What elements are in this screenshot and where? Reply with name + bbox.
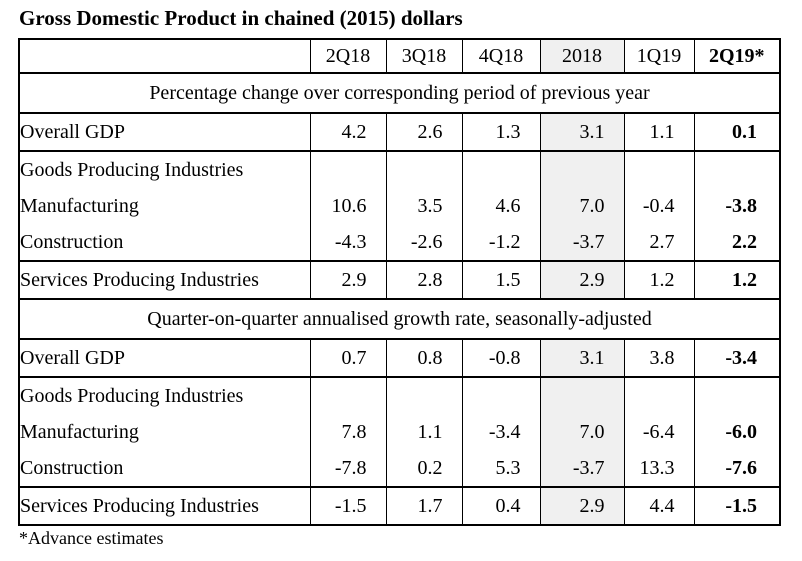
table-row: Manufacturing 10.6 3.5 4.6 7.0 -0.4 -3.8	[18, 188, 781, 224]
column-header: 2Q18	[309, 38, 386, 74]
table-cell: 4.4	[623, 486, 694, 526]
table-cell: 0.4	[461, 486, 540, 526]
table-cell	[385, 151, 462, 188]
table-cell: -3.8	[693, 188, 781, 224]
row-label: Manufacturing	[18, 188, 310, 224]
table-cell: 13.3	[623, 450, 694, 487]
table-cell: 2.7	[623, 224, 694, 261]
table-cell	[693, 377, 781, 414]
table-cell: 7.0	[539, 188, 624, 224]
table-cell	[623, 151, 694, 188]
table-cell: 7.0	[539, 414, 624, 450]
table-row: Goods Producing Industries	[18, 377, 781, 414]
table-cell: -2.6	[385, 224, 462, 261]
table-cell: 3.1	[539, 112, 624, 152]
section-heading: Quarter-on-quarter annualised growth rat…	[18, 299, 781, 339]
column-header: 2018	[539, 38, 624, 74]
table-cell: -3.7	[539, 224, 624, 261]
row-label: Goods Producing Industries	[18, 151, 310, 188]
table-cell: 1.7	[385, 486, 462, 526]
table-cell: -0.8	[461, 338, 540, 378]
table-cell: 2.8	[385, 260, 462, 300]
header-row: 2Q18 3Q18 4Q18 2018 1Q19 2Q19*	[18, 38, 781, 74]
table-cell: -1.5	[309, 486, 386, 526]
table-cell: 7.8	[309, 414, 386, 450]
gdp-table: 2Q18 3Q18 4Q18 2018 1Q19 2Q19* Percentag…	[18, 38, 781, 526]
column-header: 2Q19*	[693, 38, 781, 74]
table-row: Overall GDP 0.7 0.8 -0.8 3.1 3.8 -3.4	[18, 338, 781, 378]
row-label: Construction	[18, 450, 310, 487]
table-cell: 4.6	[461, 188, 540, 224]
table-cell	[461, 151, 540, 188]
table-cell: -6.4	[623, 414, 694, 450]
table-cell: 1.2	[693, 260, 781, 300]
row-label: Services Producing Industries	[18, 260, 310, 300]
table-cell	[309, 377, 386, 414]
footnote: *Advance estimates	[19, 528, 164, 548]
table-cell	[623, 377, 694, 414]
table-cell: -1.2	[461, 224, 540, 261]
table-cell: 0.7	[309, 338, 386, 378]
table-row: Construction -4.3 -2.6 -1.2 -3.7 2.7 2.2	[18, 224, 781, 261]
table-cell: 1.3	[461, 112, 540, 152]
row-label: Services Producing Industries	[18, 486, 310, 526]
header-blank-cell	[18, 38, 310, 74]
table-row: Construction -7.8 0.2 5.3 -3.7 13.3 -7.6	[18, 450, 781, 487]
table-cell: -3.4	[693, 338, 781, 378]
table-cell: -4.3	[309, 224, 386, 261]
table-cell: 1.2	[623, 260, 694, 300]
table-cell	[539, 377, 624, 414]
table-cell: 10.6	[309, 188, 386, 224]
table-title: Gross Domestic Product in chained (2015)…	[19, 6, 463, 30]
row-label: Construction	[18, 224, 310, 261]
table-row: Manufacturing 7.8 1.1 -3.4 7.0 -6.4 -6.0	[18, 414, 781, 450]
table-cell: 1.1	[623, 112, 694, 152]
table-cell	[309, 151, 386, 188]
table-cell: -1.5	[693, 486, 781, 526]
table-cell	[385, 377, 462, 414]
table-cell: -3.7	[539, 450, 624, 487]
table-cell: 5.3	[461, 450, 540, 487]
table-cell: 0.1	[693, 112, 781, 152]
table-row: Goods Producing Industries	[18, 151, 781, 188]
table-cell: 2.6	[385, 112, 462, 152]
table-cell: -6.0	[693, 414, 781, 450]
table-cell: 4.2	[309, 112, 386, 152]
table-cell: -7.8	[309, 450, 386, 487]
table-cell: 2.9	[309, 260, 386, 300]
column-header: 3Q18	[385, 38, 462, 74]
table-cell: -0.4	[623, 188, 694, 224]
table-cell: 0.2	[385, 450, 462, 487]
table-cell: 1.1	[385, 414, 462, 450]
row-label: Overall GDP	[18, 112, 310, 152]
table-cell: 2.9	[539, 486, 624, 526]
table-cell: 3.1	[539, 338, 624, 378]
table-cell: -3.4	[461, 414, 540, 450]
column-header: 1Q19	[623, 38, 694, 74]
row-label: Overall GDP	[18, 338, 310, 378]
table-cell: 2.9	[539, 260, 624, 300]
row-label: Manufacturing	[18, 414, 310, 450]
row-label: Goods Producing Industries	[18, 377, 310, 414]
section-heading-row: Percentage change over corresponding per…	[18, 73, 781, 113]
table-cell	[461, 377, 540, 414]
table-cell	[693, 151, 781, 188]
section-heading: Percentage change over corresponding per…	[18, 73, 781, 113]
table-cell: 3.8	[623, 338, 694, 378]
table-cell: 1.5	[461, 260, 540, 300]
table-cell: 2.2	[693, 224, 781, 261]
table-cell: -7.6	[693, 450, 781, 487]
table-row: Services Producing Industries 2.9 2.8 1.…	[18, 260, 781, 300]
table-cell: 3.5	[385, 188, 462, 224]
column-header: 4Q18	[461, 38, 540, 74]
table-row: Overall GDP 4.2 2.6 1.3 3.1 1.1 0.1	[18, 112, 781, 152]
table-row: Services Producing Industries -1.5 1.7 0…	[18, 486, 781, 526]
table-cell	[539, 151, 624, 188]
table-cell: 0.8	[385, 338, 462, 378]
section-heading-row: Quarter-on-quarter annualised growth rat…	[18, 299, 781, 339]
